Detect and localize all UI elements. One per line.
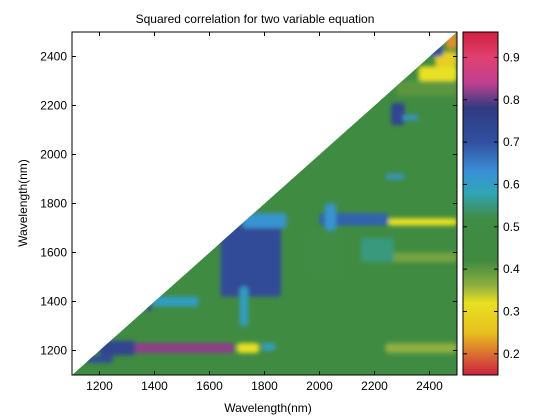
heatmap-region bbox=[385, 343, 457, 353]
y-tick-label: 1200 bbox=[40, 344, 67, 358]
y-tick-label: 1800 bbox=[40, 197, 67, 211]
heatmap-region bbox=[446, 32, 457, 50]
x-axis: 1200 1400 1600 1800 2000 2200 2400 bbox=[86, 32, 443, 393]
colorbar-tick-label: 0.4 bbox=[503, 262, 520, 276]
colorbar-tick-label: 0.5 bbox=[503, 220, 520, 234]
heatmap-region bbox=[396, 81, 457, 96]
heatmap-region bbox=[319, 213, 389, 226]
heatmap-region bbox=[261, 343, 276, 351]
colorbar-gradient bbox=[462, 31, 499, 376]
y-tick-label: 1400 bbox=[40, 295, 67, 309]
heatmap-region bbox=[418, 66, 457, 81]
x-tick-label: 1800 bbox=[251, 379, 278, 393]
y-axis: 1200 1400 1600 1800 2000 2200 2400 bbox=[40, 50, 457, 358]
heatmap-region bbox=[388, 218, 457, 226]
heatmap-region bbox=[220, 220, 281, 297]
heatmap-region bbox=[402, 115, 419, 121]
chart-title: Squared correlation for two variable equ… bbox=[136, 12, 375, 26]
x-tick-label: 1200 bbox=[86, 379, 113, 393]
colorbar-tick-label: 0.8 bbox=[503, 93, 520, 107]
x-axis-title: Wavelength(nm) bbox=[224, 401, 312, 415]
y-axis-title: Wavelength(nm) bbox=[16, 159, 30, 247]
heatmap-region bbox=[146, 301, 152, 312]
heatmap-region bbox=[242, 213, 287, 228]
heatmap-region bbox=[99, 340, 136, 356]
heatmap-region bbox=[360, 237, 394, 263]
x-tick-label: 2000 bbox=[306, 379, 333, 393]
plot-area bbox=[71, 31, 458, 376]
heatmap-region bbox=[385, 174, 405, 179]
y-tick-label: 2400 bbox=[40, 50, 67, 64]
heatmap-region bbox=[239, 286, 248, 326]
colorbar: 0.2 0.3 0.4 0.5 0.6 0.7 0.8 0.9 bbox=[462, 31, 520, 376]
y-tick-label: 2000 bbox=[40, 148, 67, 162]
heatmap-region bbox=[308, 232, 342, 277]
heatmap-region bbox=[325, 203, 336, 231]
colorbar-tick-label: 0.9 bbox=[503, 50, 520, 64]
heatmap-region bbox=[151, 296, 199, 307]
x-tick-label: 2400 bbox=[416, 379, 443, 393]
colorbar-tick-label: 0.2 bbox=[503, 347, 520, 361]
heatmap-region bbox=[110, 343, 235, 353]
y-tick-label: 2200 bbox=[40, 99, 67, 113]
colorbar-tick-label: 0.7 bbox=[503, 135, 520, 149]
x-tick-label: 2200 bbox=[361, 379, 388, 393]
heatmap-region bbox=[85, 355, 114, 363]
colorbar-tick-label: 0.3 bbox=[503, 304, 520, 318]
x-tick-label: 1600 bbox=[196, 379, 223, 393]
colorbar-tick-label: 0.6 bbox=[503, 177, 520, 191]
heatmap-region bbox=[391, 103, 405, 126]
x-tick-label: 1400 bbox=[141, 379, 168, 393]
heatmap-region bbox=[429, 46, 444, 57]
y-tick-label: 1600 bbox=[40, 246, 67, 260]
heatmap-region bbox=[385, 252, 457, 263]
heatmap-region bbox=[237, 343, 259, 353]
heatmap-background bbox=[72, 32, 457, 375]
